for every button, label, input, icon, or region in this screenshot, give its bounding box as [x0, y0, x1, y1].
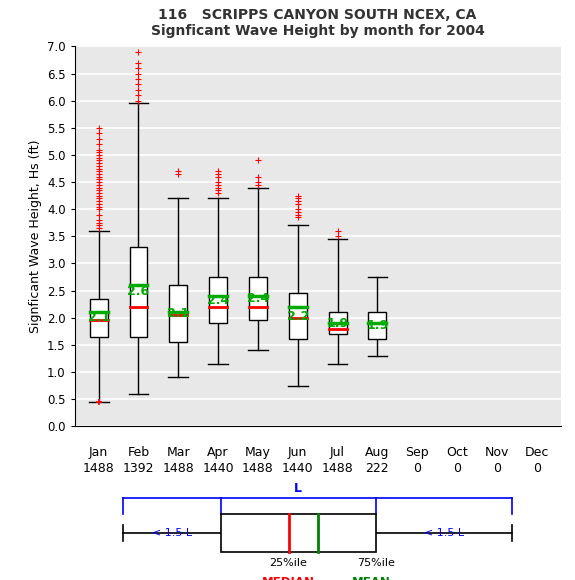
Text: 2.6: 2.6 — [128, 285, 150, 299]
Text: Sep: Sep — [405, 446, 429, 459]
Text: 0: 0 — [453, 462, 461, 476]
Text: Feb: Feb — [128, 446, 150, 459]
Text: Aug: Aug — [365, 446, 390, 459]
Text: < 1.5 L: < 1.5 L — [424, 528, 464, 538]
Text: 25%ile: 25%ile — [270, 558, 308, 568]
FancyBboxPatch shape — [221, 514, 376, 552]
Y-axis label: Signficant Wave Height, Hs (ft): Signficant Wave Height, Hs (ft) — [29, 140, 41, 333]
Text: < 1.5 L: < 1.5 L — [152, 528, 192, 538]
Text: 1440: 1440 — [202, 462, 234, 476]
Bar — [289, 293, 306, 339]
Text: May: May — [245, 446, 271, 459]
Title: 116   SCRIPPS CANYON SOUTH NCEX, CA
Signficant Wave Height by month for 2004: 116 SCRIPPS CANYON SOUTH NCEX, CA Signfi… — [151, 8, 485, 38]
Bar — [249, 277, 267, 321]
Text: 0: 0 — [532, 462, 540, 476]
Bar — [329, 312, 347, 334]
Text: 1392: 1392 — [122, 462, 154, 476]
Text: 2.1: 2.1 — [167, 307, 189, 320]
Text: Jun: Jun — [288, 446, 308, 459]
Text: 2.1: 2.1 — [87, 311, 110, 324]
Bar — [169, 285, 187, 342]
Text: Nov: Nov — [485, 446, 509, 459]
Text: 1.9: 1.9 — [327, 317, 348, 329]
Bar — [90, 299, 108, 337]
Text: 1488: 1488 — [322, 462, 354, 476]
Text: Oct: Oct — [446, 446, 468, 459]
Bar — [209, 277, 227, 323]
Text: 2.4: 2.4 — [247, 292, 269, 305]
Text: 1488: 1488 — [83, 462, 114, 476]
Bar — [129, 247, 147, 337]
Text: 1488: 1488 — [242, 462, 274, 476]
Text: 222: 222 — [366, 462, 389, 476]
Text: Mar: Mar — [167, 446, 190, 459]
Text: 1.9: 1.9 — [366, 320, 389, 332]
Text: 2.4: 2.4 — [207, 293, 229, 307]
Text: 1440: 1440 — [282, 462, 313, 476]
Text: 0: 0 — [413, 462, 421, 476]
Text: Jan: Jan — [89, 446, 108, 459]
Text: 0: 0 — [493, 462, 501, 476]
Text: L: L — [294, 481, 302, 495]
Text: Apr: Apr — [208, 446, 229, 459]
Text: MEDIAN: MEDIAN — [262, 576, 315, 580]
Text: Dec: Dec — [524, 446, 549, 459]
Text: 1488: 1488 — [162, 462, 194, 476]
Text: 2.2: 2.2 — [287, 310, 309, 323]
Text: MEAN: MEAN — [352, 576, 390, 580]
Text: 75%ile: 75%ile — [357, 558, 395, 568]
Text: Jul: Jul — [330, 446, 345, 459]
Bar — [369, 312, 386, 339]
